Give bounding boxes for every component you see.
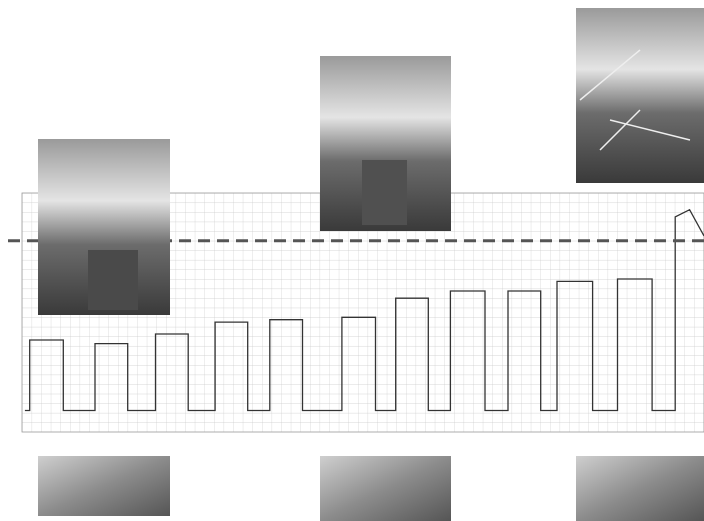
photo-detail — [88, 250, 138, 310]
photo-detail — [362, 160, 407, 225]
photo — [576, 8, 704, 183]
photo — [576, 456, 704, 521]
photo — [320, 456, 451, 521]
figure — [0, 0, 704, 521]
photo — [38, 456, 170, 516]
